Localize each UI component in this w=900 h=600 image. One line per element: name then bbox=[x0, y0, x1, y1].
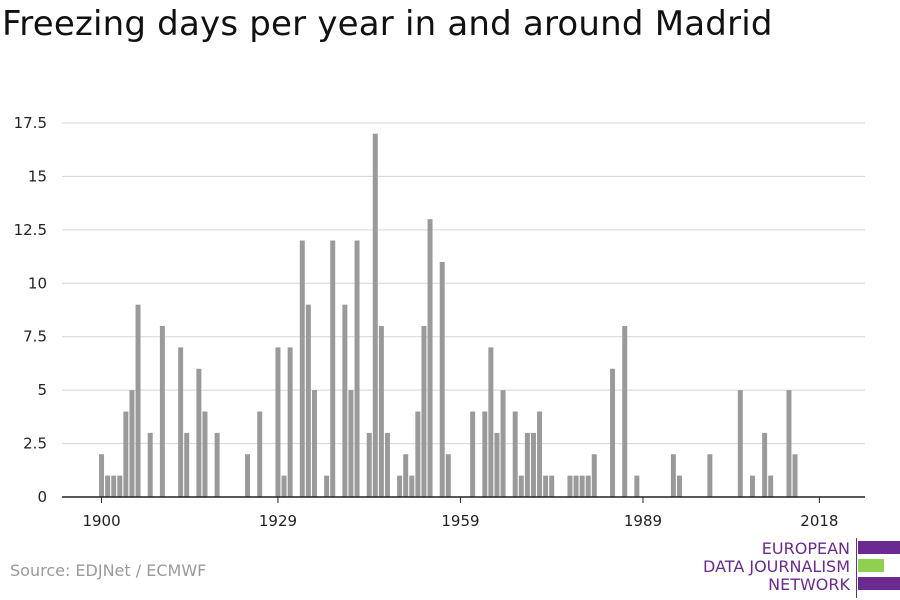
logo-bar-bottom bbox=[858, 577, 900, 590]
bar bbox=[786, 390, 792, 497]
x-tick-label: 1959 bbox=[441, 512, 479, 530]
bar bbox=[762, 432, 768, 497]
logo-line-data-journalism: DATA JOURNALISM bbox=[703, 557, 850, 576]
x-tick-label: 1989 bbox=[624, 512, 662, 530]
bars bbox=[99, 133, 798, 498]
bar bbox=[409, 475, 415, 497]
bar bbox=[512, 411, 518, 497]
bar bbox=[537, 411, 543, 497]
y-tick-label: 12.5 bbox=[14, 221, 47, 239]
bar bbox=[311, 390, 317, 497]
bar bbox=[305, 304, 311, 497]
bar bbox=[372, 133, 378, 497]
bar bbox=[549, 475, 555, 497]
x-tick-label: 1929 bbox=[259, 512, 297, 530]
bar bbox=[147, 432, 153, 497]
bar bbox=[530, 432, 536, 497]
bar bbox=[403, 454, 409, 497]
bar bbox=[500, 390, 506, 497]
y-tick-label: 5 bbox=[37, 381, 47, 399]
gridlines bbox=[62, 122, 865, 445]
bar bbox=[348, 390, 354, 497]
bar bbox=[470, 411, 476, 497]
chart-title: Freezing days per year in and around Mad… bbox=[2, 4, 773, 44]
bar bbox=[196, 368, 202, 497]
bar bbox=[518, 475, 524, 497]
bar bbox=[202, 411, 208, 497]
bar bbox=[342, 304, 348, 497]
bar bbox=[330, 240, 336, 498]
bar bbox=[123, 411, 129, 497]
bar bbox=[415, 411, 421, 497]
y-axis-ticks: 0 2.5 5 7.5 10 12.5 15 17.5 bbox=[14, 114, 47, 506]
bar bbox=[214, 432, 220, 497]
logo-divider bbox=[856, 538, 857, 598]
bar bbox=[610, 368, 616, 497]
y-tick-label: 0 bbox=[37, 488, 47, 506]
bar bbox=[524, 432, 530, 497]
bar bbox=[111, 475, 117, 497]
bar bbox=[117, 475, 123, 497]
bar bbox=[591, 454, 597, 497]
bar bbox=[287, 347, 293, 497]
bar bbox=[494, 432, 500, 497]
y-tick-label: 15 bbox=[28, 167, 47, 185]
bar bbox=[397, 475, 403, 497]
bar bbox=[792, 454, 798, 497]
bar bbox=[378, 326, 384, 497]
logo-line-network: NETWORK bbox=[768, 575, 850, 594]
bar bbox=[257, 411, 263, 497]
bar bbox=[579, 475, 585, 497]
bar bbox=[439, 261, 445, 497]
bar bbox=[99, 454, 105, 497]
bar bbox=[184, 432, 190, 497]
y-tick-label: 10 bbox=[28, 274, 47, 292]
logo-bar-middle bbox=[858, 559, 884, 572]
bar bbox=[366, 432, 372, 497]
x-axis-ticks: 1900 1929 1959 1989 2018 bbox=[82, 497, 838, 530]
bar bbox=[482, 411, 488, 497]
bar bbox=[768, 475, 774, 497]
bar bbox=[585, 475, 591, 497]
bar bbox=[445, 454, 451, 497]
bar bbox=[737, 390, 743, 497]
bar bbox=[105, 475, 111, 497]
bar bbox=[245, 454, 251, 497]
bar bbox=[324, 475, 330, 497]
bar bbox=[421, 326, 427, 497]
bar bbox=[129, 390, 135, 497]
bar bbox=[543, 475, 549, 497]
bar bbox=[427, 219, 433, 497]
bar bbox=[634, 475, 640, 497]
y-tick-label: 17.5 bbox=[14, 114, 47, 132]
y-tick-label: 2.5 bbox=[23, 435, 47, 453]
bar bbox=[670, 454, 676, 497]
bar bbox=[676, 475, 682, 497]
logo-line-european: EUROPEAN bbox=[761, 539, 850, 558]
bar bbox=[749, 475, 755, 497]
bar bbox=[178, 347, 184, 497]
bar bbox=[573, 475, 579, 497]
bar bbox=[135, 304, 141, 497]
bar bbox=[567, 475, 573, 497]
logo-bar-top bbox=[858, 541, 900, 554]
bar bbox=[281, 475, 287, 497]
bar bbox=[707, 454, 713, 497]
source-note: Source: EDJNet / ECMWF bbox=[10, 561, 207, 580]
bar bbox=[299, 240, 305, 498]
x-tick-label: 1900 bbox=[82, 512, 120, 530]
y-tick-label: 7.5 bbox=[23, 328, 47, 346]
x-tick-label: 2018 bbox=[800, 512, 838, 530]
bar bbox=[488, 347, 494, 497]
bar bbox=[275, 347, 281, 497]
edjnet-logo: EUROPEAN DATA JOURNALISM NETWORK bbox=[700, 538, 900, 598]
bar bbox=[622, 326, 628, 497]
bar bbox=[159, 326, 165, 497]
bar bbox=[354, 240, 360, 498]
bar bbox=[384, 432, 390, 497]
